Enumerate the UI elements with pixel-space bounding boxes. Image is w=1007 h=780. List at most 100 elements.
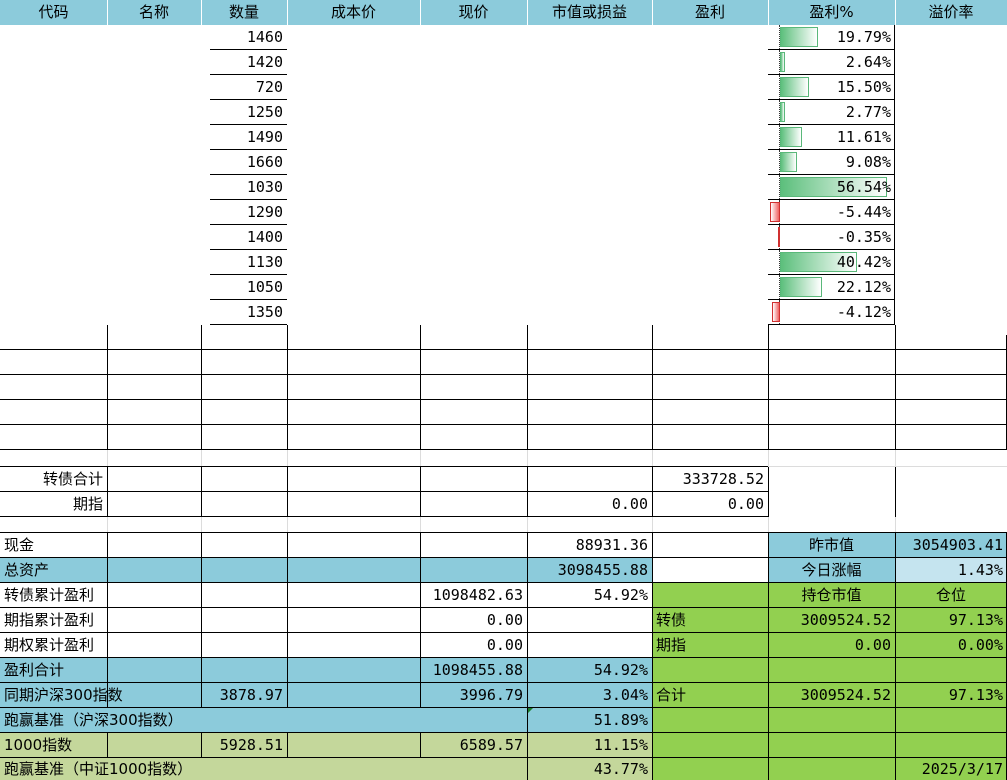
- holding-qty-cell: [210, 174, 287, 175]
- beat-zz1000-row-bg: [0, 758, 652, 780]
- grid-hline: [0, 399, 1007, 400]
- hs300-label: 同期沪深300指数: [4, 686, 123, 704]
- holding-profit-pct-cell[interactable]: -0.35%: [768, 225, 895, 250]
- holding-profit-pct-cell[interactable]: 9.08%: [768, 150, 895, 175]
- grid-vline: [107, 467, 108, 517]
- col-header-profit[interactable]: 盈利: [694, 3, 725, 21]
- holding-qty-cell: [210, 149, 287, 150]
- holding-profit-pct-cell[interactable]: 22.12%: [768, 275, 895, 300]
- holding-profit-pct-cell[interactable]: -5.44%: [768, 200, 895, 225]
- futures-value: 0.00: [611, 495, 648, 513]
- grid-gap-vline: [652, 450, 653, 467]
- holding-profit-pct-cell[interactable]: 19.79%: [768, 25, 895, 50]
- beat-hs300-row-bg: [0, 708, 652, 733]
- holding-qty[interactable]: 1660: [246, 153, 283, 171]
- holding-qty[interactable]: 1030: [246, 178, 283, 196]
- col-header-price[interactable]: 现价: [458, 3, 489, 21]
- grid-hline: [0, 632, 1007, 633]
- pos-sum-ratio: 97.13%: [948, 686, 1003, 704]
- holding-qty[interactable]: 1250: [246, 103, 283, 121]
- holding-qty-cell: [210, 324, 287, 325]
- holding-qty-cell: [210, 249, 287, 250]
- col-header-name[interactable]: 名称: [138, 3, 169, 21]
- holding-profit-pct: 40.42%: [836, 253, 891, 271]
- databar-axis: [779, 150, 780, 174]
- zz1000-pct: 11.15%: [593, 736, 648, 754]
- holding-qty[interactable]: 1350: [246, 303, 283, 321]
- holding-profit-pct: 9.08%: [845, 153, 891, 171]
- col-header-market-value[interactable]: 市值或损益: [551, 3, 627, 21]
- col-header-code[interactable]: 代码: [38, 3, 69, 21]
- fut-cum-profit-label: 期指累计盈利: [4, 611, 95, 629]
- prev-mv-value: 3054903.41: [912, 536, 1003, 554]
- pos-cb-label: 转债: [656, 611, 687, 629]
- grid-hline: [0, 757, 1007, 758]
- zz1000-base: 5928.51: [219, 736, 283, 754]
- prev-mv-row-bg: [768, 533, 1007, 558]
- holding-profit-pct-cell[interactable]: 2.64%: [768, 50, 895, 75]
- pos-fut-ratio: 0.00%: [957, 636, 1003, 654]
- holding-profit-pct-cell[interactable]: 15.50%: [768, 75, 895, 100]
- col-header-profit-pct[interactable]: 盈利%: [809, 3, 854, 21]
- col-header-qty[interactable]: 数量: [228, 3, 259, 21]
- grid-vline: [287, 733, 288, 758]
- prev-mv-label: 昨市值: [808, 536, 854, 554]
- grid-gap-vline: [527, 450, 528, 467]
- holding-qty[interactable]: 720: [255, 78, 283, 96]
- holding-profit-pct-cell[interactable]: 40.42%: [768, 250, 895, 275]
- grid-gap-vline: [287, 450, 288, 467]
- col-header-cost[interactable]: 成本价: [330, 3, 376, 21]
- grid-hline: [0, 657, 1007, 658]
- profit-databar: [780, 152, 798, 172]
- grid-hline: [0, 349, 1007, 350]
- holding-qty[interactable]: 1420: [246, 53, 283, 71]
- holding-profit-pct-cell[interactable]: -4.12%: [768, 300, 895, 325]
- grid-hline: [0, 582, 1007, 583]
- cash-value: 88931.36: [575, 536, 648, 554]
- cb-cum-profit-value: 1098482.63: [432, 586, 523, 604]
- holding-profit-pct-cell[interactable]: 56.54%: [768, 175, 895, 200]
- grid-vline: [527, 325, 528, 450]
- beat-zz1000-label: 跑赢基准（中证1000指数）: [4, 760, 193, 778]
- holding-qty-cell: [210, 224, 287, 225]
- grid-vline: [768, 467, 769, 517]
- grid-vline: [652, 467, 653, 517]
- holding-qty[interactable]: 1130: [246, 253, 283, 271]
- holding-profit-pct: -5.44%: [836, 203, 891, 221]
- holding-qty[interactable]: 1400: [246, 228, 283, 246]
- grid-vline: [420, 533, 421, 708]
- grid-vline: [201, 325, 202, 450]
- grid-hline: [0, 374, 1007, 375]
- futures-label: 期指: [72, 495, 103, 513]
- opt-cum-profit-label: 期权累计盈利: [4, 636, 95, 654]
- total-assets-label: 总资产: [4, 561, 50, 579]
- grid-vline: [895, 533, 896, 708]
- profit-total-label: 盈利合计: [4, 661, 65, 679]
- hold-mv-label: 持仓市值: [801, 586, 862, 604]
- grid-gap-vline: [527, 517, 528, 533]
- grid-vline: [107, 533, 108, 708]
- ratio-label: 仓位: [935, 586, 966, 604]
- grid-vline: [895, 325, 896, 450]
- holding-qty[interactable]: 1290: [246, 203, 283, 221]
- holding-profit-pct-cell[interactable]: 2.77%: [768, 100, 895, 125]
- holding-profit-pct-cell[interactable]: 11.61%: [768, 125, 895, 150]
- grid-vline: [768, 325, 769, 450]
- fut-cum-profit-value: 0.00: [486, 611, 523, 629]
- holding-qty[interactable]: 1050: [246, 278, 283, 296]
- grid-gap: [0, 450, 1007, 467]
- holding-profit-pct: 56.54%: [836, 178, 891, 196]
- col-header-premium[interactable]: 溢价率: [928, 3, 974, 21]
- grid-gap-vline: [201, 450, 202, 467]
- grid-hline: [0, 491, 768, 492]
- profit-total-pct: 54.92%: [593, 661, 648, 679]
- grid-gap-vline: [201, 517, 202, 533]
- holding-qty[interactable]: 1490: [246, 128, 283, 146]
- hs300-now: 3996.79: [459, 686, 523, 704]
- profit-databar: [780, 277, 823, 297]
- holding-qty[interactable]: 1460: [246, 28, 283, 46]
- grid-vline: [287, 533, 288, 708]
- holding-profit-pct: -0.35%: [836, 228, 891, 246]
- hs300-row-bg: [0, 683, 652, 708]
- comment-indicator-icon[interactable]: [527, 708, 533, 714]
